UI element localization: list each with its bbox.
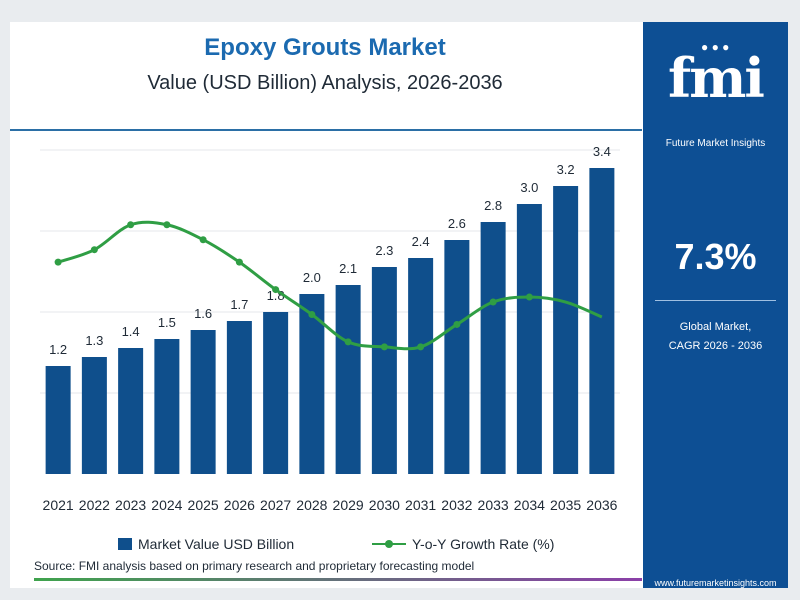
bar-value-label: 1.5	[158, 315, 176, 330]
bar-2025	[190, 330, 216, 474]
panel-divider	[655, 300, 776, 301]
x-tick-label: 2031	[405, 497, 436, 513]
bar-2027	[263, 312, 289, 474]
growth-point	[272, 286, 280, 294]
bar-2021	[45, 366, 71, 474]
legend-item-market-value: Market Value USD Billion	[118, 536, 294, 552]
bar-2023	[118, 348, 144, 474]
bar-value-label: 3.0	[520, 180, 538, 195]
cagr-value: 7.3%	[674, 236, 757, 277]
bar-value-label: 2.1	[339, 261, 357, 276]
x-tick-label: 2028	[296, 497, 327, 513]
x-tick-label: 2027	[260, 497, 291, 513]
growth-point	[199, 236, 207, 244]
legend-line-swatch	[372, 540, 406, 548]
growth-point	[54, 258, 62, 266]
x-tick-label: 2021	[43, 497, 74, 513]
growth-point	[525, 293, 533, 301]
bar-2035	[553, 186, 579, 474]
x-tick-label: 2023	[115, 497, 146, 513]
chart-title: Epoxy Grouts Market	[204, 34, 446, 61]
brand-name: Future Market Insights	[665, 138, 766, 149]
side-panel: ● ● ● fmi Future Market Insights 7.3% Gl…	[643, 22, 788, 588]
legend-line-label: Y-o-Y Growth Rate (%)	[412, 536, 555, 552]
bar-value-label: 2.8	[484, 198, 502, 213]
growth-point	[453, 320, 461, 328]
bar-2036	[589, 168, 615, 474]
website-url: www.futuremarketinsights.com	[654, 578, 777, 588]
growth-rate-line	[57, 220, 603, 351]
x-tick-label: 2035	[550, 497, 581, 513]
growth-point	[235, 258, 243, 266]
growth-point	[417, 343, 425, 351]
x-tick-label: 2036	[586, 497, 617, 513]
x-tick-label: 2030	[369, 497, 400, 513]
chart-subtitle: Value (USD Billion) Analysis, 2026-2036	[147, 72, 503, 94]
bar-2026	[226, 321, 252, 474]
bar-2030	[371, 267, 397, 474]
x-tick-label: 2026	[224, 497, 255, 513]
x-tick-label: 2033	[478, 497, 509, 513]
cagr-label: Global Market, CAGR 2026 - 2036	[643, 318, 788, 356]
growth-point	[489, 298, 497, 306]
bar-2033	[480, 222, 506, 474]
cagr-label-line1: Global Market,	[679, 321, 752, 333]
growth-point	[380, 343, 388, 351]
fmi-logo: fmi	[668, 46, 765, 110]
x-tick-label: 2032	[441, 497, 472, 513]
bar-value-label: 1.7	[230, 297, 248, 312]
legend-bar-swatch	[118, 538, 132, 550]
x-tick-label: 2022	[79, 497, 110, 513]
bar-2028	[299, 294, 325, 474]
bar-2031	[408, 258, 434, 474]
legend-bar-label: Market Value USD Billion	[138, 536, 295, 552]
bar-value-label: 1.3	[85, 333, 103, 348]
bar-value-label: 3.4	[593, 144, 611, 159]
brand-dots-icon: ● ● ●	[701, 40, 730, 54]
growth-point	[127, 221, 135, 229]
bar-2024	[154, 339, 180, 474]
bar-value-label: 2.6	[448, 216, 466, 231]
growth-point	[163, 221, 171, 229]
x-tick-label: 2024	[151, 497, 182, 513]
legend-item-growth-rate: Y-o-Y Growth Rate (%)	[372, 536, 554, 552]
growth-point	[308, 310, 316, 318]
x-tick-label: 2025	[188, 497, 219, 513]
x-tick-label: 2029	[333, 497, 364, 513]
bottom-accent-line	[34, 578, 642, 581]
x-tick-label: 2034	[514, 497, 545, 513]
title-divider	[10, 129, 642, 131]
cagr-label-line2: CAGR 2026 - 2036	[668, 340, 763, 352]
source-note: Source: FMI analysis based on primary re…	[34, 559, 475, 573]
bar-2029	[335, 285, 361, 474]
bar-value-label: 1.6	[194, 306, 212, 321]
bar-2032	[444, 240, 470, 474]
bar-value-label: 2.3	[375, 243, 393, 258]
bar-value-label: 3.2	[557, 162, 575, 177]
bar-value-label: 1.4	[122, 324, 140, 339]
growth-point	[344, 338, 352, 346]
growth-point	[90, 246, 98, 254]
bar-value-label: 2.4	[412, 234, 430, 249]
bar-2022	[81, 357, 107, 474]
bar-value-label: 1.2	[49, 342, 67, 357]
bar-value-label: 2.0	[303, 270, 321, 285]
bar-2034	[516, 204, 542, 474]
